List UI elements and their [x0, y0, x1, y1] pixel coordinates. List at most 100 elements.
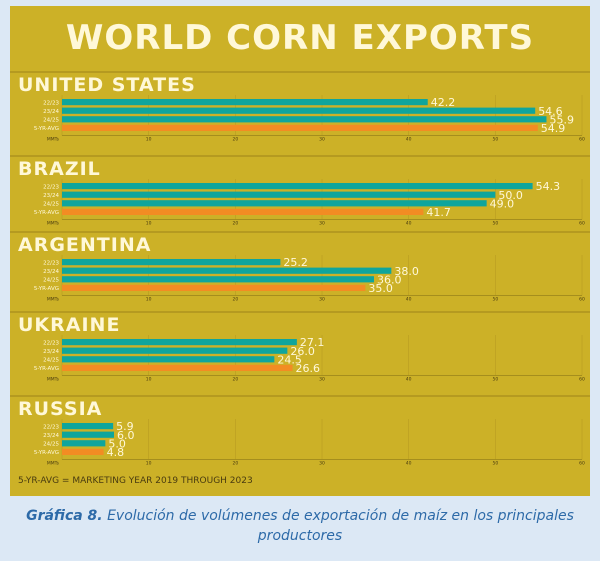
country-label: BRAZIL	[18, 158, 101, 180]
x-axis-unit: MMTs	[47, 136, 60, 142]
series-label: 22/23	[43, 260, 59, 266]
figure-caption: Gráfica 8. Evolución de volúmenes de exp…	[0, 506, 600, 546]
series-label: 22/23	[43, 100, 59, 106]
panel-united-states: UNITED STATES 22/23 42.2 23/24 54.6 24/25 55.9…	[10, 71, 590, 152]
avg-bar	[62, 284, 366, 291]
series-label: 5-YR-AVG	[34, 450, 59, 456]
bar	[62, 347, 288, 354]
avg-bar	[62, 448, 104, 455]
chart-footnote: 5-YR-AVG = MARKETING YEAR 2019 THROUGH 2…	[18, 476, 253, 486]
panel-divider	[10, 155, 590, 157]
x-tick-label: 50	[492, 220, 498, 226]
value-label: 42.2	[431, 96, 456, 109]
bar	[62, 356, 275, 363]
x-tick-label: 50	[492, 460, 498, 466]
x-tick-label: 10	[146, 220, 152, 226]
panel-russia: RUSSIA 22/23 5.9 23/24 6.0 24/25 5.0 5-YR-AVG 4.…	[10, 395, 590, 468]
panel-brazil: BRAZIL 22/23 54.3 23/24 50.0 24/25 49.0 5-YR-AV…	[10, 155, 590, 232]
x-tick-label: 20	[232, 296, 238, 302]
country-label: UKRAINE	[18, 314, 121, 336]
x-tick-label: 40	[406, 136, 412, 142]
bar	[62, 200, 487, 207]
value-label: 50.0	[498, 189, 523, 202]
bar	[62, 99, 428, 106]
x-tick-label: 20	[232, 460, 238, 466]
bar	[62, 191, 496, 198]
bar-plot-ukraine: 22/23 27.1 23/24 26.0 24/25 24.5 5-YR-AVG 26.6 M…	[34, 335, 585, 382]
x-tick-label: 20	[232, 220, 238, 226]
x-tick-label: 50	[492, 296, 498, 302]
panel-divider	[10, 231, 590, 233]
chart-poster: WORLD CORN EXPORTS UNITED STATES 22/23 42.…	[10, 6, 590, 496]
bar	[62, 440, 106, 447]
series-label: 24/25	[43, 202, 59, 208]
x-tick-label: 20	[232, 136, 238, 142]
value-label: 49.0	[490, 197, 514, 210]
value-label: 24.5	[277, 353, 302, 366]
avg-bar	[62, 124, 538, 131]
x-tick-label: 60	[579, 376, 585, 382]
series-label: 23/24	[43, 109, 59, 115]
country-label: ARGENTINA	[18, 234, 152, 256]
bar-plot-brazil: 22/23 54.3 23/24 50.0 24/25 49.0 5-YR-AVG 41.7 M…	[34, 179, 585, 226]
x-tick-label: 20	[232, 376, 238, 382]
x-tick-label: 40	[406, 296, 412, 302]
series-label: 23/24	[43, 193, 59, 199]
x-tick-label: 10	[146, 460, 152, 466]
caption-text: Evolución de volúmenes de exportación de…	[102, 508, 574, 544]
x-tick-label: 30	[319, 220, 325, 226]
series-label: 22/23	[43, 424, 59, 430]
value-label: 6.0	[117, 429, 135, 442]
x-tick-label: 60	[579, 220, 585, 226]
value-label: 41.7	[426, 206, 451, 219]
bar	[62, 116, 547, 123]
series-label: 24/25	[43, 442, 59, 448]
series-label: 5-YR-AVG	[34, 286, 59, 292]
x-axis-unit: MMTs	[47, 220, 60, 226]
series-label: 23/24	[43, 433, 59, 439]
bar	[62, 339, 297, 346]
series-label: 22/23	[43, 340, 59, 346]
series-label: 23/24	[43, 349, 59, 355]
value-label: 26.6	[296, 362, 321, 375]
caption-label: Gráfica 8.	[26, 508, 103, 524]
series-label: 23/24	[43, 269, 59, 275]
avg-bar	[62, 208, 424, 215]
x-tick-label: 40	[406, 460, 412, 466]
x-tick-label: 60	[579, 296, 585, 302]
panel-divider	[10, 395, 590, 397]
series-label: 24/25	[43, 278, 59, 284]
bar	[62, 107, 536, 114]
series-label: 5-YR-AVG	[34, 366, 59, 372]
x-axis-unit: MMTs	[47, 296, 60, 302]
x-tick-label: 30	[319, 460, 325, 466]
x-tick-label: 10	[146, 136, 152, 142]
value-label: 36.0	[377, 273, 402, 286]
value-label: 27.1	[300, 336, 325, 349]
bar	[62, 183, 533, 190]
value-label: 35.0	[368, 282, 393, 295]
x-axis-unit: MMTs	[47, 376, 60, 382]
x-axis-unit: MMTs	[47, 460, 60, 466]
bar	[62, 267, 392, 274]
x-tick-label: 30	[319, 296, 325, 302]
value-label: 5.9	[116, 420, 134, 433]
chart-title: WORLD CORN EXPORTS	[65, 18, 535, 58]
country-label: UNITED STATES	[18, 74, 196, 96]
x-tick-label: 30	[319, 376, 325, 382]
bar	[62, 259, 281, 266]
x-tick-label: 10	[146, 296, 152, 302]
value-label: 38.0	[394, 265, 419, 278]
country-label: RUSSIA	[18, 398, 103, 420]
value-label: 54.6	[538, 105, 563, 118]
bar	[62, 423, 114, 430]
value-label: 4.8	[107, 446, 125, 459]
x-tick-label: 40	[406, 220, 412, 226]
series-label: 5-YR-AVG	[34, 126, 59, 132]
panel-divider	[10, 71, 590, 73]
value-label: 25.2	[283, 256, 308, 269]
panel-argentina: ARGENTINA 22/23 25.2 23/24 38.0 24/25 36.0 5-YR…	[10, 231, 590, 310]
bar	[62, 276, 374, 283]
panel-divider	[10, 311, 590, 313]
value-label: 54.3	[536, 180, 561, 193]
